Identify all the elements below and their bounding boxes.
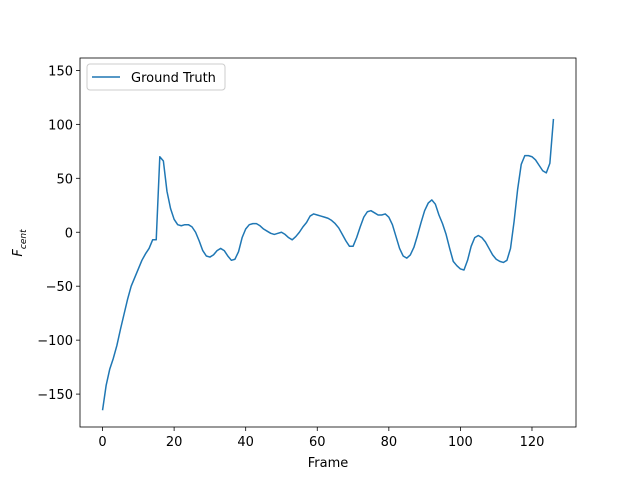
y-tick-label: 0 xyxy=(65,226,73,241)
x-tick-label: 0 xyxy=(98,435,106,450)
x-axis-label: Frame xyxy=(308,456,349,471)
y-tick-label: 150 xyxy=(48,64,73,79)
y-tick-label: 50 xyxy=(56,172,73,187)
legend-box xyxy=(86,63,226,91)
axes-frame xyxy=(79,57,577,428)
y-tick-label: −150 xyxy=(37,388,73,403)
x-tick-label: 20 xyxy=(166,435,183,450)
legend-label: Ground Truth xyxy=(131,71,216,86)
y-axis-label-sub: cent xyxy=(19,229,29,249)
y-axis-label: Fcent xyxy=(11,229,29,257)
x-tick-label: 100 xyxy=(448,435,473,450)
x-tick-label: 120 xyxy=(520,435,545,450)
y-tick-label: −100 xyxy=(37,334,73,349)
data-line xyxy=(101,118,555,411)
x-tick-label: 80 xyxy=(381,435,398,450)
x-tick-label: 60 xyxy=(309,435,326,450)
y-tick-label: 100 xyxy=(48,118,73,133)
x-tick-label: 40 xyxy=(237,435,254,450)
y-axis-label-main: F xyxy=(11,249,26,257)
y-tick-label: −50 xyxy=(46,280,73,295)
